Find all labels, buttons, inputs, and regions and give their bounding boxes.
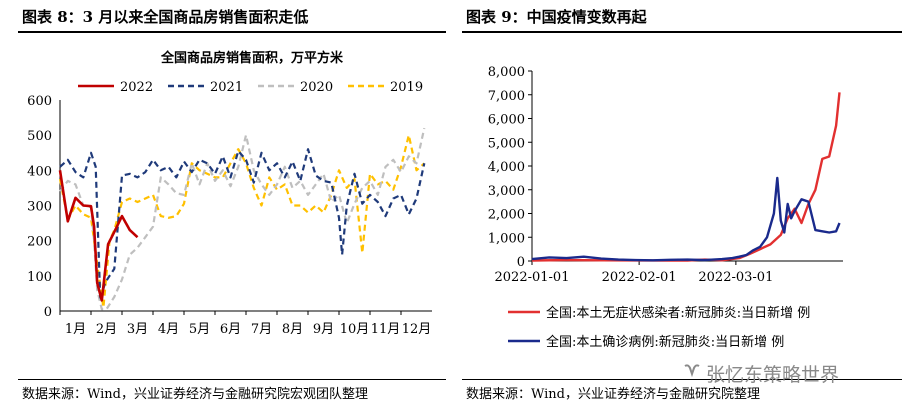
right-series-group [531, 92, 841, 262]
right-y-tick-label: 4,000 [488, 160, 525, 175]
right-y-tick-label: 2,000 [488, 208, 525, 223]
right-y-tick-label: 0 [517, 255, 525, 270]
left-chart-title: 全国商品房销售面积，万平方米 [160, 50, 344, 66]
right-chart-legend: 全国:本土无症状感染者:新冠肺炎:当日新增 例全国:本土确诊病例:新冠肺炎:当日… [508, 305, 810, 350]
wechat-channel-icon [684, 364, 700, 378]
right-source-rule [462, 379, 902, 380]
right-y-ticks: 0 1,000 2,000 3,000 4,000 5,000 6,000 7,000 8,00… [488, 65, 532, 270]
left-x-tick-label: 10月 [340, 322, 370, 337]
right-x-tick-label: 2022-02-01 [602, 270, 677, 285]
left-y-ticks: 0 100 200 300 400 500 600 [27, 94, 52, 320]
left-chart-legend: 2022 2021 2020 2019 [78, 80, 423, 95]
right-legend-label: 全国:本土确诊病例:新冠肺炎:当日新增 例 [546, 334, 784, 350]
watermark-text: 张忆东策略世界 [706, 364, 840, 386]
right-x-ticks: 2022-01-01 2022-02-01 2022-03-01 [495, 261, 773, 285]
left-x-tick-label: 4月 [158, 322, 179, 337]
left-series-line-2019 [58, 134, 426, 309]
right-chart: 0 1,000 2,000 3,000 4,000 5,000 6,000 7,000 8,00… [488, 65, 843, 350]
left-series-line-2021 [59, 148, 426, 302]
left-y-tick-label: 600 [27, 94, 52, 109]
left-y-tick-label: 400 [27, 164, 52, 179]
left-y-tick-label: 200 [27, 235, 52, 250]
right-legend-label: 全国:本土无症状感染者:新冠肺炎:当日新增 例 [546, 305, 810, 321]
right-title-rule [462, 31, 902, 33]
left-x-tick-label: 7月 [251, 322, 272, 337]
right-panel-title: 图表 9：中国疫情变数再起 [466, 8, 647, 26]
left-x-tick-label: 6月 [220, 322, 241, 337]
left-x-tick-label: 12月 [402, 322, 432, 337]
left-chart: 全国商品房销售面积，万平方米 2022 2021 2020 2019 0 100 200 3… [27, 50, 432, 337]
left-y-tick-label: 500 [27, 129, 52, 144]
left-x-tick-label: 5月 [189, 322, 210, 337]
left-panel-title: 图表 8：3 月以来全国商品房销售面积走低 [22, 8, 309, 26]
left-y-tick-label: 0 [44, 305, 52, 320]
right-y-tick-label: 3,000 [488, 184, 525, 199]
left-title-rule [18, 31, 446, 33]
left-x-ticks: 1月 2月 3月 4月 5月 6月 7月 8月 9月 10月 11月 12月 [59, 311, 432, 337]
left-series-group [58, 127, 426, 311]
left-legend-label: 2019 [390, 80, 423, 95]
right-y-tick-label: 6,000 [488, 113, 525, 128]
left-x-tick-label: 9月 [313, 322, 334, 337]
left-source-rule [18, 379, 446, 380]
right-series-line-0 [531, 92, 841, 262]
right-x-tick-label: 2022-03-01 [698, 270, 773, 285]
left-legend-label: 2021 [210, 80, 243, 95]
left-x-tick-label: 3月 [127, 322, 148, 337]
left-legend-label: 2020 [300, 80, 333, 95]
right-y-tick-label: 8,000 [488, 65, 525, 80]
left-x-tick-label: 11月 [371, 322, 401, 337]
right-x-tick-label: 2022-01-01 [495, 270, 570, 285]
left-x-tick-label: 2月 [96, 322, 117, 337]
left-y-tick-label: 100 [27, 270, 52, 285]
left-source-note: 数据来源：Wind，兴业证券经济与金融研究院宏观团队整理 [22, 387, 368, 402]
left-y-tick-label: 300 [27, 200, 52, 215]
right-series-line-1 [531, 176, 841, 262]
left-x-tick-label: 8月 [282, 322, 303, 337]
left-legend-label: 2022 [120, 80, 153, 95]
left-series-line-2020 [59, 127, 426, 311]
right-source-note: 数据来源：Wind，兴业证券经济与金融研究院整理 [466, 387, 760, 402]
right-y-tick-label: 5,000 [488, 136, 525, 151]
left-series-line-2022 [58, 170, 139, 302]
right-y-tick-label: 7,000 [488, 89, 525, 104]
right-y-tick-label: 1,000 [488, 231, 525, 246]
left-x-tick-label: 1月 [65, 322, 86, 337]
